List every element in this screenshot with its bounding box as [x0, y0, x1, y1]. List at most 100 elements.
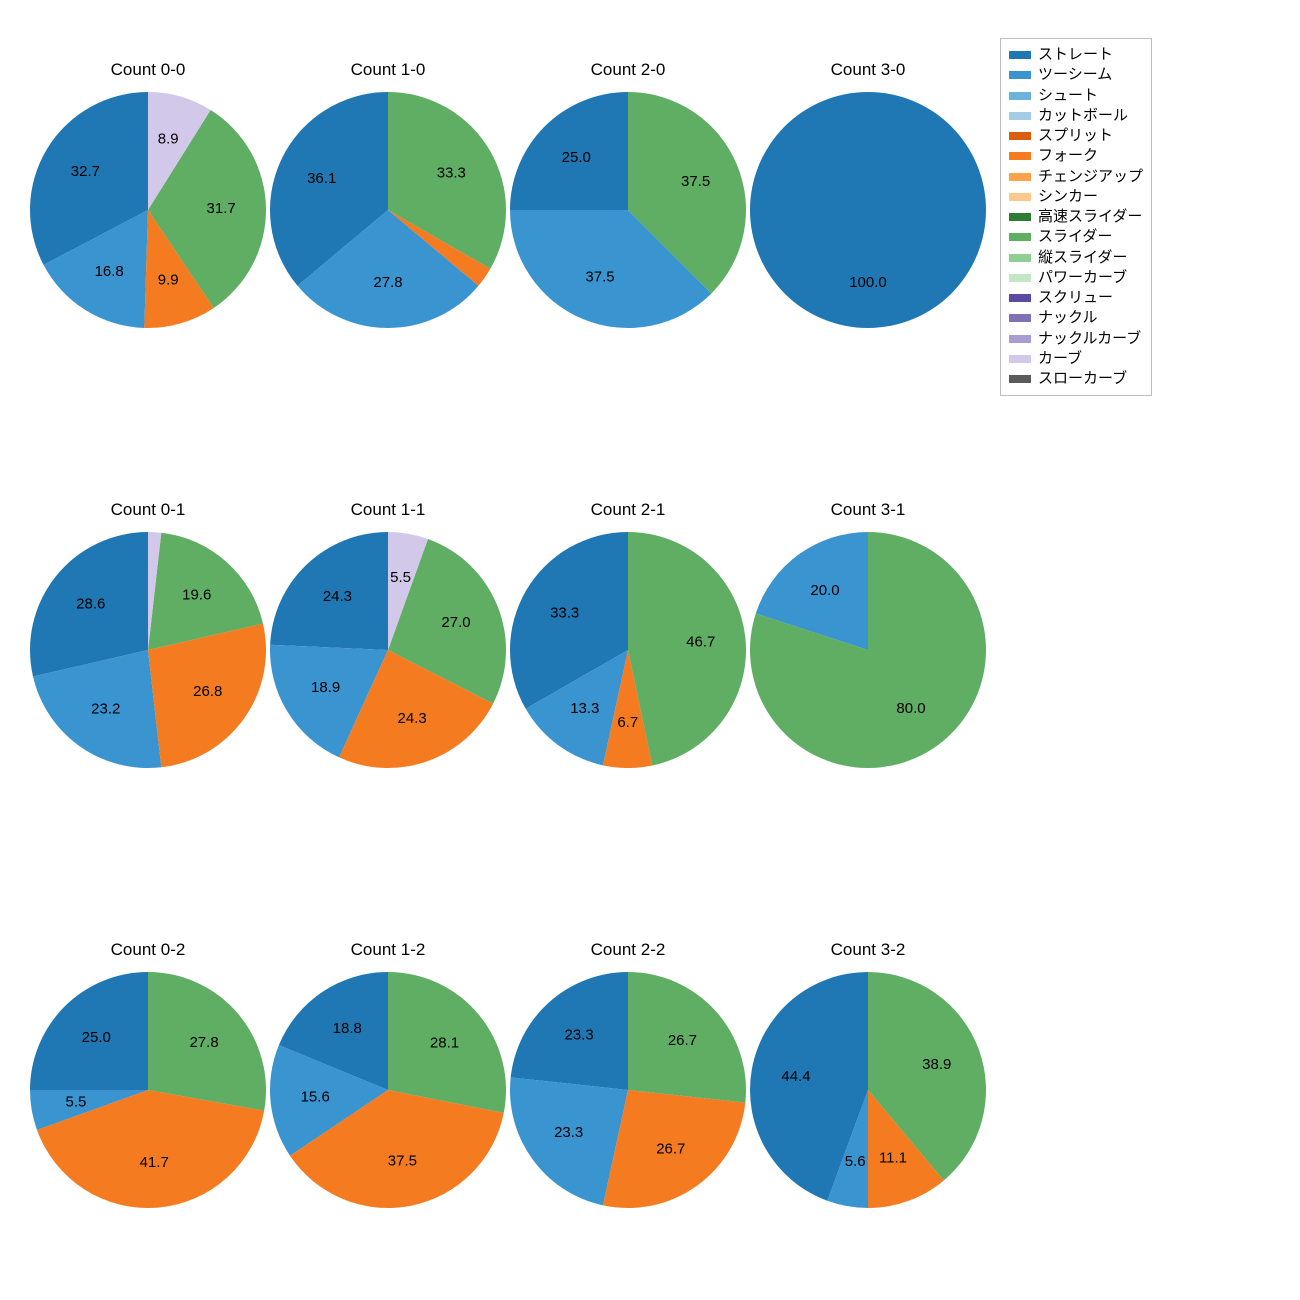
- pie-svg: 33.3 13.3 6.7 46.7: [510, 532, 746, 768]
- pie-title: Count 1-1: [270, 500, 506, 520]
- pie-svg: 32.716.89.931.78.9: [30, 92, 266, 328]
- pie-chart: Count 0-032.716.89.931.78.9: [30, 60, 266, 328]
- legend-swatch: [1009, 355, 1031, 363]
- legend-item: シンカー: [1009, 187, 1143, 207]
- legend-label: ストレート: [1038, 45, 1113, 65]
- pie-chart: Count 3-2 44.45.611.138.9: [750, 940, 986, 1208]
- pie-svg: 28.623.226.819.6: [30, 532, 266, 768]
- legend-label: 高速スライダー: [1038, 207, 1142, 227]
- legend-item: ツーシーム: [1009, 65, 1143, 85]
- pie-svg: 20.080.0: [750, 532, 986, 768]
- slice-label: 46.7: [686, 633, 715, 650]
- slice-label: 23.3: [554, 1124, 583, 1141]
- slice-label: 6.7: [617, 714, 638, 731]
- slice-label: 23.3: [565, 1027, 594, 1044]
- legend-label: スローカーブ: [1038, 369, 1127, 389]
- pie-title: Count 3-0: [750, 60, 986, 80]
- slice-label: 31.7: [207, 200, 236, 217]
- slice-label: 28.1: [430, 1035, 459, 1052]
- pie-title: Count 2-0: [510, 60, 746, 80]
- legend-label: ナックル: [1038, 308, 1098, 328]
- pie-svg: 44.45.611.138.9: [750, 972, 986, 1208]
- legend-item: ナックルカーブ: [1009, 329, 1143, 349]
- legend-label: カーブ: [1038, 349, 1082, 369]
- slice-label: 24.3: [398, 710, 427, 727]
- slice-label: 33.3: [437, 164, 466, 181]
- pie-svg: 24.3 18.9 24.3 27.0 5.5: [270, 532, 506, 768]
- slice-label: 5.5: [390, 569, 411, 586]
- legend-item: カットボール: [1009, 106, 1143, 126]
- slice-label: 38.9: [922, 1056, 951, 1073]
- slice-label: 25.0: [562, 149, 591, 166]
- legend-label: スプリット: [1038, 126, 1113, 146]
- slice-label: 26.7: [656, 1140, 685, 1157]
- slice-label: 33.3: [550, 604, 579, 621]
- slice-label: 18.9: [311, 679, 340, 696]
- pie-svg: 25.05.541.727.8: [30, 972, 266, 1208]
- legend-item: フォーク: [1009, 146, 1143, 166]
- legend-swatch: [1009, 314, 1031, 322]
- pie-svg: 23.3 23.3 26.7 26.7: [510, 972, 746, 1208]
- slice-label: 100.0: [849, 274, 887, 291]
- legend-label: ナックルカーブ: [1038, 329, 1141, 349]
- slice-label: 41.7: [140, 1154, 169, 1171]
- legend-label: フォーク: [1038, 146, 1098, 166]
- legend-item: スクリュー: [1009, 288, 1143, 308]
- pie-chart: Count 1-218.815.637.528.1: [270, 940, 506, 1208]
- legend-item: スライダー: [1009, 227, 1143, 247]
- slice-label: 9.9: [158, 271, 179, 288]
- legend-swatch: [1009, 71, 1031, 79]
- legend-swatch: [1009, 51, 1031, 59]
- legend-item: ストレート: [1009, 45, 1143, 65]
- legend-item: シュート: [1009, 86, 1143, 106]
- legend-swatch: [1009, 233, 1031, 241]
- legend-item: カーブ: [1009, 349, 1143, 369]
- slice-label: 36.1: [307, 170, 336, 187]
- pie-title: Count 0-1: [30, 500, 266, 520]
- legend-item: スローカーブ: [1009, 369, 1143, 389]
- pie-svg: 100.0: [750, 92, 986, 328]
- legend-label: スクリュー: [1038, 288, 1113, 308]
- legend-label: パワーカーブ: [1038, 268, 1127, 288]
- legend-item: ナックル: [1009, 308, 1143, 328]
- legend-label: シュート: [1038, 86, 1098, 106]
- slice-label: 26.7: [668, 1032, 697, 1049]
- pie-chart: Count 2-0 25.0 37.5 37.5: [510, 60, 746, 328]
- slice-label: 27.8: [189, 1034, 218, 1051]
- pie-chart: Count 1-1 24.3 18.9 24.3 27.0 5.5: [270, 500, 506, 768]
- legend-swatch: [1009, 375, 1031, 383]
- legend-label: シンカー: [1038, 187, 1098, 207]
- slice-label: 13.3: [570, 700, 599, 717]
- legend-swatch: [1009, 254, 1031, 262]
- slice-label: 80.0: [896, 700, 925, 717]
- legend: ストレートツーシームシュートカットボールスプリットフォークチェンジアップシンカー…: [1000, 38, 1152, 396]
- slice-label: 18.8: [333, 1020, 362, 1037]
- slice-label: 24.3: [323, 588, 352, 605]
- pie-title: Count 0-2: [30, 940, 266, 960]
- slice-label: 25.0: [82, 1029, 111, 1046]
- slice-label: 28.6: [76, 595, 105, 612]
- pie-slice: [750, 92, 986, 328]
- slice-label: 37.5: [388, 1153, 417, 1170]
- slice-label: 37.5: [681, 173, 710, 190]
- pie-chart: Count 2-133.313.36.746.7: [510, 500, 746, 768]
- slice-label: 16.8: [95, 263, 124, 280]
- legend-label: ツーシーム: [1038, 65, 1112, 85]
- slice-label: 27.8: [373, 274, 402, 291]
- pie-svg: 18.815.637.528.1: [270, 972, 506, 1208]
- pie-title: Count 3-2: [750, 940, 986, 960]
- pie-title: Count 1-0: [270, 60, 506, 80]
- pie-chart: Count 0-1 28.623.226.819.6: [30, 500, 266, 768]
- legend-item: 高速スライダー: [1009, 207, 1143, 227]
- legend-swatch: [1009, 335, 1031, 343]
- legend-swatch: [1009, 152, 1031, 160]
- legend-swatch: [1009, 112, 1031, 120]
- slice-label: 37.5: [585, 269, 614, 286]
- legend-item: 縦スライダー: [1009, 248, 1143, 268]
- slice-label: 19.6: [182, 586, 211, 603]
- pie-svg: 25.0 37.5 37.5: [510, 92, 746, 328]
- slice-label: 27.0: [441, 614, 470, 631]
- legend-swatch: [1009, 193, 1031, 201]
- pie-title: Count 2-2: [510, 940, 746, 960]
- pie-title: Count 0-0: [30, 60, 266, 80]
